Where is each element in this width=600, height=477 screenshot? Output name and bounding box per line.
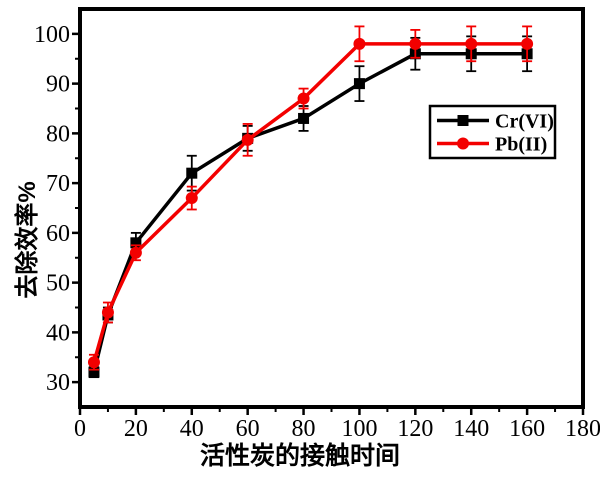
x-tick-label: 20	[124, 416, 148, 442]
x-tick-label: 120	[397, 416, 433, 442]
x-tick-label: 180	[565, 416, 600, 442]
legend-item-pb-ii-: Pb(II)	[437, 134, 547, 156]
y-tick-label: 40	[46, 320, 70, 346]
circle-marker	[241, 133, 254, 146]
y-axis: 30 40 50 60 70 80 90 100	[34, 22, 80, 396]
circle-marker	[129, 246, 142, 259]
square-marker	[130, 237, 142, 249]
circle-marker	[87, 356, 100, 369]
series-line	[92, 42, 528, 363]
x-tick-label: 160	[509, 416, 545, 442]
legend-label: Cr(VI)	[495, 111, 554, 133]
circle-marker	[409, 37, 422, 50]
series-pb-ii-	[87, 25, 534, 371]
square-marker	[88, 366, 100, 378]
y-tick-label: 70	[46, 171, 70, 197]
x-tick-label: 100	[341, 416, 377, 442]
x-tick-label: 0	[74, 416, 86, 442]
circle-marker	[465, 37, 478, 50]
x-axis-label: 活性炭的接触时间	[200, 441, 400, 470]
square-marker	[298, 112, 310, 124]
legend: Cr(VI)Pb(II)	[428, 104, 557, 160]
circle-marker	[521, 37, 534, 50]
circle-marker	[297, 92, 310, 105]
legend-item-cr-vi-: Cr(VI)	[437, 111, 554, 133]
x-tick-label: 60	[236, 416, 260, 442]
y-tick-label: 100	[34, 22, 70, 48]
x-tick-label: 80	[292, 416, 316, 442]
x-axis: 0 20 40 60 80 100 120 140 160 180	[74, 407, 600, 442]
circle-marker	[353, 37, 366, 50]
y-tick-label: 30	[46, 370, 70, 396]
x-tick-label: 40	[180, 416, 204, 442]
square-marker	[186, 167, 198, 179]
legend-label: Pb(II)	[495, 134, 547, 156]
y-tick-label: 60	[46, 221, 70, 247]
circle-marker	[185, 192, 198, 205]
y-tick-label: 90	[46, 72, 70, 98]
legend-circle-marker-icon	[457, 137, 469, 150]
legend-box	[428, 104, 557, 160]
x-tick-label: 140	[453, 416, 489, 442]
y-tick-label: 50	[46, 271, 70, 297]
square-marker	[353, 78, 365, 90]
plot-frame	[78, 7, 585, 409]
circle-marker	[101, 306, 114, 319]
legend-square-marker-icon	[457, 115, 469, 126]
y-axis-label: 去除效率%	[13, 181, 41, 298]
y-tick-label: 80	[46, 121, 70, 147]
series-markers	[87, 37, 534, 369]
